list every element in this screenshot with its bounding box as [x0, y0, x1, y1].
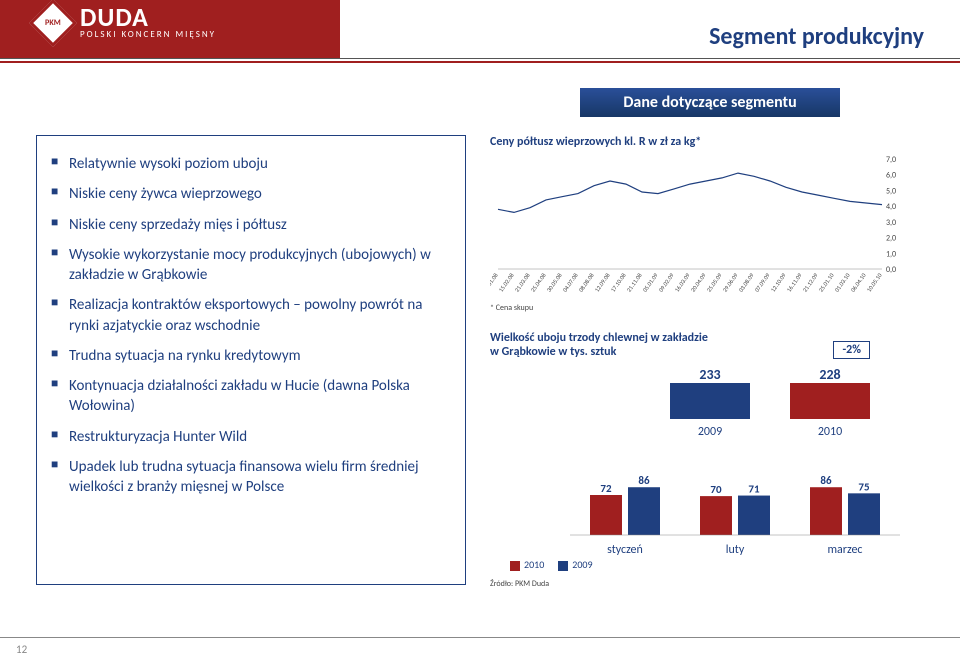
bullet-item: Niskie ceny sprzedaży mięs i półtusz — [51, 215, 451, 235]
header-rules — [0, 58, 960, 63]
slide-title: Segment produkcyjny — [709, 22, 924, 51]
svg-text:20.04.09: 20.04.09 — [689, 272, 708, 294]
bar-legend: 2010 2009 — [510, 558, 593, 571]
svg-text:6,0: 6,0 — [886, 171, 896, 181]
bullet-item: Upadek lub trudna sytuacja finansowa wie… — [51, 457, 451, 498]
svg-text:30.05.08: 30.05.08 — [545, 272, 564, 294]
pct-change-badge: -2% — [833, 341, 870, 359]
svg-text:15.02.08: 15.02.08 — [497, 272, 516, 294]
svg-text:5,0: 5,0 — [886, 186, 896, 196]
svg-text:marzec: marzec — [827, 543, 862, 557]
bottom-rule — [0, 637, 960, 638]
svg-text:0,0: 0,0 — [886, 265, 896, 275]
logo-tagline: POLSKI KONCERN MIĘSNY — [80, 29, 216, 40]
bar-chart-title-2: w Grąbkowie w tys. sztuk — [490, 345, 708, 359]
legend-label-2010: 2010 — [524, 558, 544, 571]
svg-text:10.05.10: 10.05.10 — [865, 272, 884, 294]
right-region: Ceny półtusz wieprzowych kl. R w zł za k… — [490, 135, 930, 585]
svg-text:2,0: 2,0 — [886, 234, 896, 244]
bullet-item: Kontynuacja działalności zakładu w Hucie… — [51, 376, 451, 417]
line-chart-svg: 0,01,02,03,04,05,06,07,011.01.0815.02.08… — [490, 153, 910, 303]
svg-text:3,0: 3,0 — [886, 218, 896, 228]
legend-swatch-2009 — [558, 561, 568, 571]
svg-text:29.06.09: 29.06.09 — [721, 272, 740, 294]
svg-text:06.04.10: 06.04.10 — [849, 272, 868, 294]
svg-text:75: 75 — [858, 480, 870, 493]
bullet-item: Wysokie wykorzystanie mocy produkcyjnych… — [51, 245, 451, 286]
svg-text:2009: 2009 — [698, 425, 722, 439]
svg-text:25.05.09: 25.05.09 — [705, 272, 724, 294]
svg-text:04.07.08: 04.07.08 — [561, 272, 580, 294]
svg-text:09.02.09: 09.02.09 — [657, 272, 676, 294]
logo-badge: PKM — [45, 18, 61, 28]
svg-text:01.03.10: 01.03.10 — [833, 272, 852, 294]
bullet-item: Trudna sytuacja na rynku kredytowym — [51, 346, 451, 366]
page-number: 12 — [16, 643, 27, 656]
svg-text:228: 228 — [819, 366, 840, 383]
svg-text:07.09.09: 07.09.09 — [753, 272, 772, 294]
bullet-item: Niskie ceny żywca wieprzowego — [51, 184, 451, 204]
svg-text:7,0: 7,0 — [886, 155, 896, 165]
svg-text:05.01.09: 05.01.09 — [641, 272, 660, 294]
svg-text:2010: 2010 — [818, 425, 842, 439]
svg-text:25.01.10: 25.01.10 — [817, 272, 836, 294]
legend-label-2009: 2009 — [572, 558, 592, 571]
logo-brand: DUDA — [80, 6, 216, 29]
svg-text:21.03.08: 21.03.08 — [513, 272, 532, 294]
svg-text:12.09.08: 12.09.08 — [593, 272, 612, 294]
line-chart-title: Ceny półtusz wieprzowych kl. R w zł za k… — [490, 135, 930, 149]
left-content-box: Relatywnie wysoki poziom uboju Niskie cen… — [36, 135, 466, 585]
line-chart: 0,01,02,03,04,05,06,07,011.01.0815.02.08… — [490, 153, 910, 303]
bar-chart: 233 228 2009 2010 72 86 styczeń 70 71 luty 86 75 mar… — [490, 365, 910, 565]
svg-text:72: 72 — [600, 482, 612, 495]
bar-chart-svg: 233 228 2009 2010 72 86 styczeń 70 71 luty 86 75 mar… — [490, 365, 910, 565]
svg-text:03.08.09: 03.08.09 — [737, 272, 756, 294]
logo-diamond: PKM — [29, 0, 77, 47]
svg-text:86: 86 — [638, 474, 650, 487]
svg-text:12.10.09: 12.10.09 — [769, 272, 788, 294]
bar-chart-title-1: Wielkość uboju trzody chlewnej w zakładz… — [490, 331, 708, 345]
bullet-item: Restrukturyzacja Hunter Wild — [51, 427, 451, 447]
segment-label: Dane dotyczące segmentu — [580, 88, 840, 117]
svg-text:21.12.09: 21.12.09 — [801, 272, 820, 294]
svg-text:08.08.08: 08.08.08 — [577, 272, 596, 294]
svg-text:16.11.09: 16.11.09 — [785, 272, 804, 294]
svg-text:17.10.08: 17.10.08 — [609, 272, 628, 294]
svg-text:4,0: 4,0 — [886, 202, 896, 212]
svg-text:70: 70 — [710, 483, 722, 496]
bullet-list: Relatywnie wysoki poziom uboju Niskie cen… — [51, 154, 451, 497]
line-chart-footnote: * Cena skupu — [490, 303, 930, 313]
svg-text:21.11.08: 21.11.08 — [625, 272, 644, 294]
svg-text:styczeń: styczeń — [607, 543, 643, 557]
svg-text:233: 233 — [699, 366, 720, 383]
bullet-item: Realizacja kontraktów eksportowych – pow… — [51, 295, 451, 336]
svg-text:luty: luty — [726, 543, 745, 557]
logo: PKM DUDA POLSKI KONCERN MIĘSNY — [36, 6, 216, 40]
svg-text:1,0: 1,0 — [886, 249, 896, 259]
bullet-item: Relatywnie wysoki poziom uboju — [51, 154, 451, 174]
legend-swatch-2010 — [510, 561, 520, 571]
svg-text:86: 86 — [820, 474, 832, 487]
svg-text:25.04.08: 25.04.08 — [529, 272, 548, 294]
svg-text:16.03.09: 16.03.09 — [673, 272, 692, 294]
bar-chart-source: Źródło: PKM Duda — [490, 579, 930, 589]
bar-chart-wrap: Wielkość uboju trzody chlewnej w zakładz… — [490, 331, 930, 589]
svg-text:71: 71 — [748, 483, 760, 496]
